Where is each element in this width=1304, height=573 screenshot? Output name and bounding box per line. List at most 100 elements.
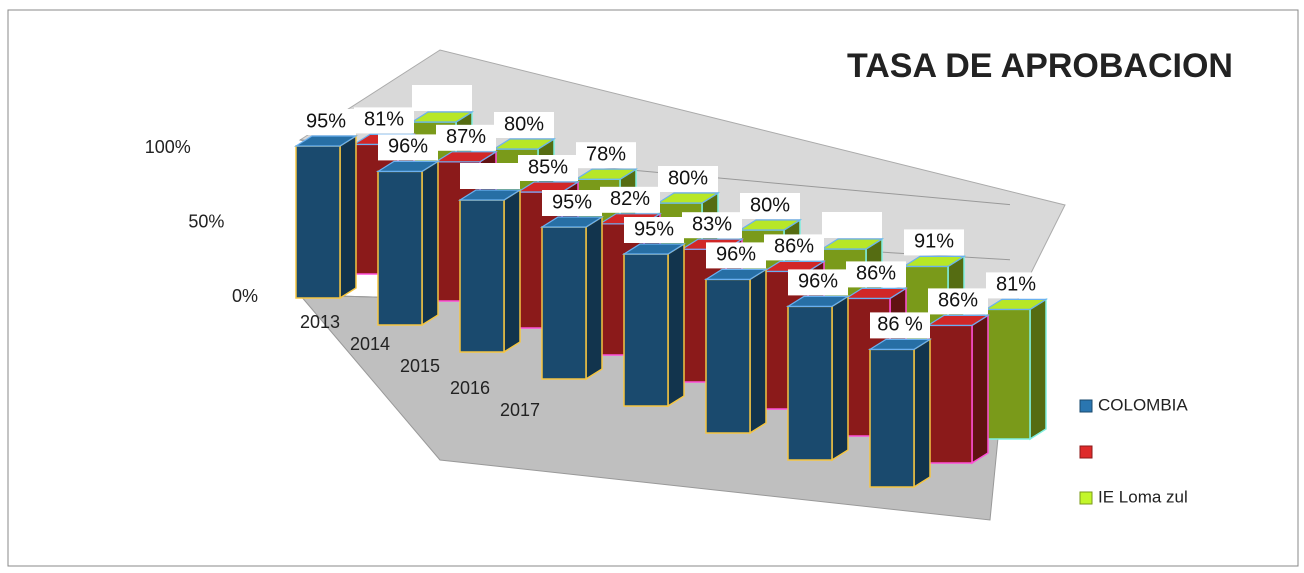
bar-side (585, 215, 603, 381)
bar-front (927, 324, 973, 464)
bar-top (703, 268, 769, 280)
bar-top (491, 138, 557, 150)
data-label: 91% (914, 231, 954, 253)
bar (293, 134, 359, 300)
bar-front (377, 170, 423, 326)
bar-side (913, 338, 931, 489)
data-label-box (624, 217, 684, 243)
data-label: 95% (306, 110, 346, 132)
legend-swatch (1079, 445, 1093, 459)
data-label-box (576, 142, 636, 169)
data-label-box (904, 229, 964, 256)
bar-front (787, 305, 833, 461)
data-label-box (412, 85, 472, 111)
bar-top (433, 151, 499, 163)
bar-top (573, 168, 639, 180)
data-label-box (296, 109, 356, 135)
data-label: 83% (692, 213, 732, 235)
bar-side (503, 188, 521, 354)
data-label: 95% (552, 191, 592, 213)
bar-top (375, 160, 441, 172)
bar-top (819, 238, 885, 250)
data-label: 96% (388, 136, 428, 158)
bar (867, 338, 933, 489)
data-label: 81% (996, 274, 1036, 296)
bar-side (339, 134, 357, 300)
y-tick-label: 0% (232, 286, 258, 306)
data-label: 85% (528, 156, 568, 178)
data-label: 86% (774, 236, 814, 258)
bar-top (457, 189, 523, 201)
bar (785, 295, 851, 462)
bar (375, 160, 441, 327)
bar-top (655, 192, 721, 204)
data-label: 82% (610, 188, 650, 210)
x-tick-label: 2015 (400, 356, 440, 376)
data-label-box (658, 166, 718, 192)
data-label-box (928, 288, 988, 315)
bar-front (459, 199, 505, 353)
bar (983, 298, 1049, 441)
x-tick-label: 2014 (350, 334, 390, 354)
data-label: 96% (716, 244, 756, 266)
data-label-box (542, 190, 602, 216)
data-label: 81% (364, 109, 404, 131)
data-label-box (518, 155, 578, 181)
data-label-box (846, 261, 906, 288)
bar-side (667, 242, 685, 408)
bar-top (293, 135, 359, 147)
bar-side (1029, 298, 1047, 441)
bar-side (831, 295, 849, 462)
bar-front (705, 278, 751, 434)
data-label-box (600, 186, 660, 213)
data-label-box (870, 312, 930, 339)
data-label: 95% (634, 218, 674, 240)
bar-front (541, 226, 587, 380)
legend-swatch (1079, 491, 1093, 505)
y-tick-label: 100% (145, 137, 191, 157)
data-label: 80% (504, 113, 544, 135)
data-label: 80% (668, 167, 708, 189)
bar-top (901, 255, 967, 267)
data-label: 80% (750, 194, 790, 216)
legend-label: COLOMBIA (1098, 395, 1188, 414)
x-tick-label: 2017 (500, 400, 540, 420)
bar-top (737, 219, 803, 231)
bar (621, 242, 687, 408)
bar-front (869, 348, 915, 488)
bar-top (925, 314, 991, 326)
data-label-box (378, 134, 438, 161)
data-label-box (986, 272, 1046, 299)
data-label-box (764, 234, 824, 261)
data-label-box (682, 212, 742, 239)
data-label: 78% (586, 143, 626, 165)
legend-label: IE Loma zul (1098, 487, 1188, 506)
bar-side (421, 160, 439, 327)
data-label: 86 % (877, 314, 923, 336)
data-label-box (436, 124, 496, 151)
data-label-box (822, 212, 882, 238)
legend-swatch (1079, 399, 1093, 413)
data-label: 86% (938, 290, 978, 312)
bar-top (621, 243, 687, 255)
bar (925, 314, 991, 465)
bar-side (749, 268, 767, 435)
data-label: 96% (798, 271, 838, 293)
bar-front (295, 145, 341, 299)
bar-top (843, 287, 909, 299)
y-tick-label: 50% (188, 211, 224, 231)
bar-top (867, 338, 933, 350)
bar-top (785, 295, 851, 307)
bar-top (983, 298, 1049, 310)
data-label: 86% (856, 263, 896, 285)
data-label-box (460, 163, 520, 189)
bar-top (409, 111, 475, 123)
bar-front (623, 253, 669, 407)
x-tick-label: 2013 (300, 312, 340, 332)
data-label-box (788, 269, 848, 296)
x-tick-label: 2016 (450, 378, 490, 398)
data-label-box (494, 112, 554, 138)
bar-side (971, 314, 989, 465)
bar (539, 215, 605, 381)
